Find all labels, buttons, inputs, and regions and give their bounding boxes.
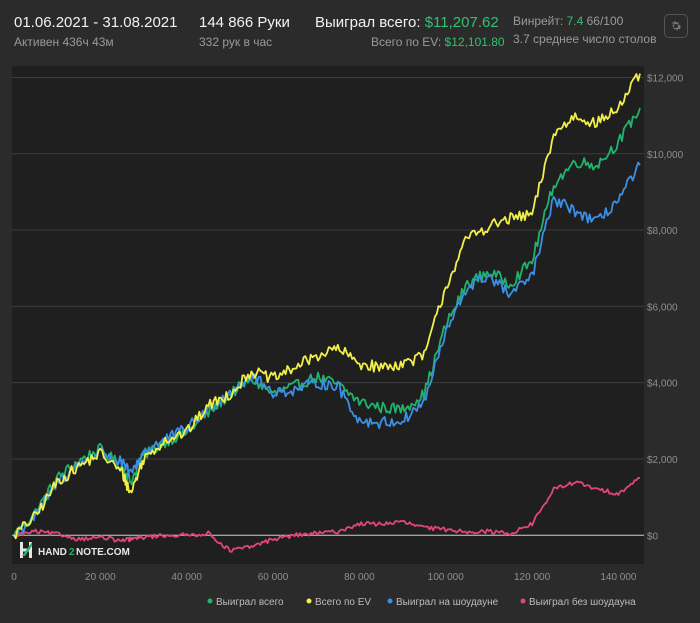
chart-legend: Выиграл всего Всего по EV Выиграл на шоуда… [207, 596, 636, 608]
settings-button[interactable] [664, 14, 688, 38]
x-tick-label: 0 [11, 572, 17, 583]
ev-total-value: $12,101.80 [444, 35, 505, 49]
legend-marker [306, 598, 312, 604]
non-showdown-line [13, 476, 641, 553]
x-tick-label: 40 000 [171, 572, 202, 583]
y-tick-label: $10,000 [647, 150, 684, 161]
y-tick-label: $6,000 [647, 302, 678, 313]
y-tick-label: $4,000 [647, 379, 678, 390]
chart-area: 0 20 000 40 000 60 000 80 000 100 000 120 000 1… [0, 56, 700, 618]
winrate-value: 7.4 [566, 14, 584, 28]
active-time: Активен 436ч 43м [14, 35, 114, 49]
stats-header: 01.06.2021 - 31.08.2021 Активен 436ч 43м… [0, 0, 700, 56]
hand2note-logo: HAND 2 NOTE.COM [20, 542, 130, 558]
winnings-block: Выиграл всего: $11,207.62 Всего по EV: $… [315, 14, 505, 49]
y-tick-label: $8,000 [647, 226, 678, 237]
y-tick-label: $12,000 [647, 73, 684, 84]
winnings-chart: 0 20 000 40 000 60 000 80 000 100 000 120 000 1… [0, 56, 700, 618]
watermark-hand: HAND [38, 547, 67, 558]
hands-block: 144 866 Руки 332 рук в час [199, 14, 290, 49]
ev-total-line [13, 73, 641, 540]
x-tick-label: 80 000 [344, 572, 375, 583]
winrate-unit: 66/100 [586, 14, 624, 28]
hands-per-hour: 332 рук в час [199, 35, 273, 49]
y-tick-label: $2,000 [647, 455, 678, 466]
won-total-value: $11,207.62 [424, 14, 499, 31]
legend-marker [520, 598, 526, 604]
hands-count: 144 866 Руки [199, 14, 290, 31]
legend-label[interactable]: Всего по EV [315, 597, 371, 608]
date-range: 01.06.2021 - 31.08.2021 [14, 14, 178, 31]
watermark-note: NOTE.COM [76, 547, 130, 558]
x-tick-label: 120 000 [514, 572, 551, 583]
x-tick-label: 60 000 [258, 572, 289, 583]
x-tick-label: 140 000 [600, 572, 637, 583]
x-tick-label: 20 000 [85, 572, 116, 583]
x-tick-label: 100 000 [428, 572, 465, 583]
legend-marker [387, 598, 393, 604]
legend-marker [207, 598, 213, 604]
period-block: 01.06.2021 - 31.08.2021 Активен 436ч 43м [14, 14, 177, 49]
plot-background [12, 66, 644, 564]
avg-tables: 3.7 среднее число столов [513, 32, 657, 46]
watermark-two: 2 [69, 547, 75, 558]
legend-label[interactable]: Выиграл всего [216, 597, 284, 608]
won-total-label: Выиграл всего: [315, 14, 421, 31]
legend-label[interactable]: Выиграл без шоудауна [529, 596, 636, 608]
winrate-block: Винрейт: 7.4 66/100 3.7 среднее число ст… [513, 14, 656, 46]
ev-total-label: Всего по EV: [371, 35, 442, 49]
legend-label[interactable]: Выиграл на шоудауне [396, 597, 499, 608]
winrate-label: Винрейт: [513, 14, 564, 28]
y-tick-label: $0 [647, 531, 659, 542]
gear-icon [671, 21, 682, 31]
showdown-line [13, 161, 641, 537]
